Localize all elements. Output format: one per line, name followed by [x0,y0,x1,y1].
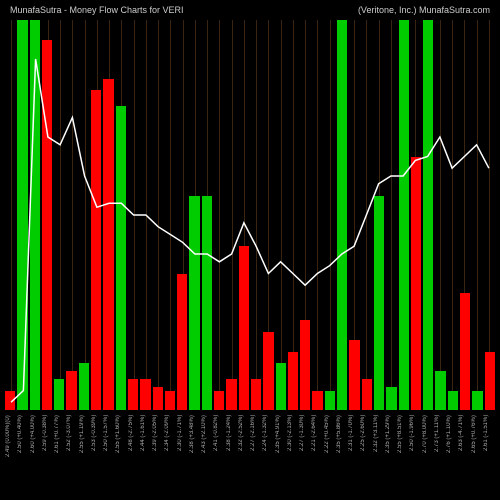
x-axis-label: 2.39 (-2.05%) [152,415,164,495]
x-axis-label: 2.59 (-0.38%) [42,415,54,495]
bar [386,387,396,410]
bar [411,157,421,411]
x-axis-label: 2.38 (+3.48%) [189,415,201,495]
bar [66,371,76,410]
bar [140,379,150,410]
bar [153,387,163,410]
x-axis-label: 2.55 (+1.60%) [115,415,127,495]
bar [30,20,40,410]
bar [312,391,322,411]
bar [325,391,335,411]
bar [42,40,52,411]
bar [337,20,347,410]
bar [165,391,175,411]
x-axis-label: 2.34 (-2.09%) [164,415,176,495]
bar [177,274,187,411]
bar [239,246,249,410]
x-axis-label: 2.60 (+4.00%) [30,415,42,495]
bar [349,340,359,410]
x-axis-label: 2.32 (+3.11%) [373,415,385,495]
bar [276,363,286,410]
bar [251,379,261,410]
x-axis-label: 2.30 (-2.13%) [287,415,299,495]
x-axis-label: 2.61 (-1.51%) [483,415,495,495]
header-right: (Veritone, Inc.) MunafaSutra.com [358,5,490,15]
bar [448,391,458,411]
x-axis-label: 2.43 (+2.10%) [201,415,213,495]
bar [435,371,445,410]
bar [472,391,482,411]
money-flow-chart [5,20,495,410]
x-axis-label: 2.55 (+8.51%) [397,415,409,495]
x-axis-label: 2.35 (+5.86%) [336,415,348,495]
bar [79,363,89,410]
x-axis-label: 2.38 (-1.24%) [226,415,238,495]
x-axis-label: 2.44 (-1.61%) [140,415,152,495]
x-axis-label: 2.70 (+8.00%) [422,415,434,495]
bar [399,20,409,410]
bar [5,391,15,411]
bar [263,332,273,410]
x-axis-labels: 2.49 (0.00%)(0)2.50 (+0.40%)2.60 (+4.00%… [5,415,495,495]
x-axis-label: 2.50 (+0.40%) [17,415,29,495]
x-axis-label: 2.25 (-2.60%) [360,415,372,495]
bar [226,379,236,410]
x-axis-label: 2.61 (+0.77%) [54,415,66,495]
bar [103,79,113,411]
x-axis-label: 2.52 (-3.07%) [66,415,78,495]
x-axis-label: 2.41 (-0.82%) [213,415,225,495]
bar [128,379,138,410]
bar [214,391,224,411]
x-axis-label: 2.73 (+1.11%) [434,415,446,495]
x-axis-label: 2.50 (-1.96%) [409,415,421,495]
x-axis-label: 2.21 (-2.64%) [311,415,323,495]
x-axis-label: 2.30 (-1.71%) [177,415,189,495]
x-axis-label: 2.35 (+4.91%) [275,415,287,495]
bar [362,379,372,410]
x-axis-label: 2.27 (-2.16%) [250,415,262,495]
x-axis-label: 2.76 (+1.10%) [446,415,458,495]
bar [202,196,212,411]
x-axis-label: 2.22 (+0.45%) [324,415,336,495]
chart-header: MunafaSutra - Money Flow Charts for VERI… [0,5,500,15]
x-axis-label: 2.65 (+0.76%) [471,415,483,495]
bar-series [5,20,495,410]
bar [374,196,384,411]
bar [288,352,298,411]
bar [116,106,126,410]
x-axis-label: 2.27 (-1.30%) [299,415,311,495]
x-axis-label: 2.63 (-4.71%) [458,415,470,495]
bar [91,90,101,410]
x-axis-label: 2.35 (+1.29%) [385,415,397,495]
x-axis-label: 2.32 (-2.52%) [238,415,250,495]
bar [300,320,310,410]
bar [460,293,470,410]
bar [17,20,27,410]
x-axis-label: 2.49 (0.00%)(0) [5,415,17,495]
x-axis-label: 2.55 (+1.19%) [79,415,91,495]
bar [485,352,495,411]
x-axis-label: 2.53 (-0.39%) [91,415,103,495]
bar [423,20,433,410]
x-axis-label: 2.48 (-2.75%) [128,415,140,495]
bar [54,379,64,410]
x-axis-label: 2.24 (-1.32%) [262,415,274,495]
bar [189,196,199,411]
x-axis-label: 2.31 (-1.70%) [348,415,360,495]
header-left: MunafaSutra - Money Flow Charts for VERI [10,5,184,15]
x-axis-label: 2.50 (-1.57%) [103,415,115,495]
